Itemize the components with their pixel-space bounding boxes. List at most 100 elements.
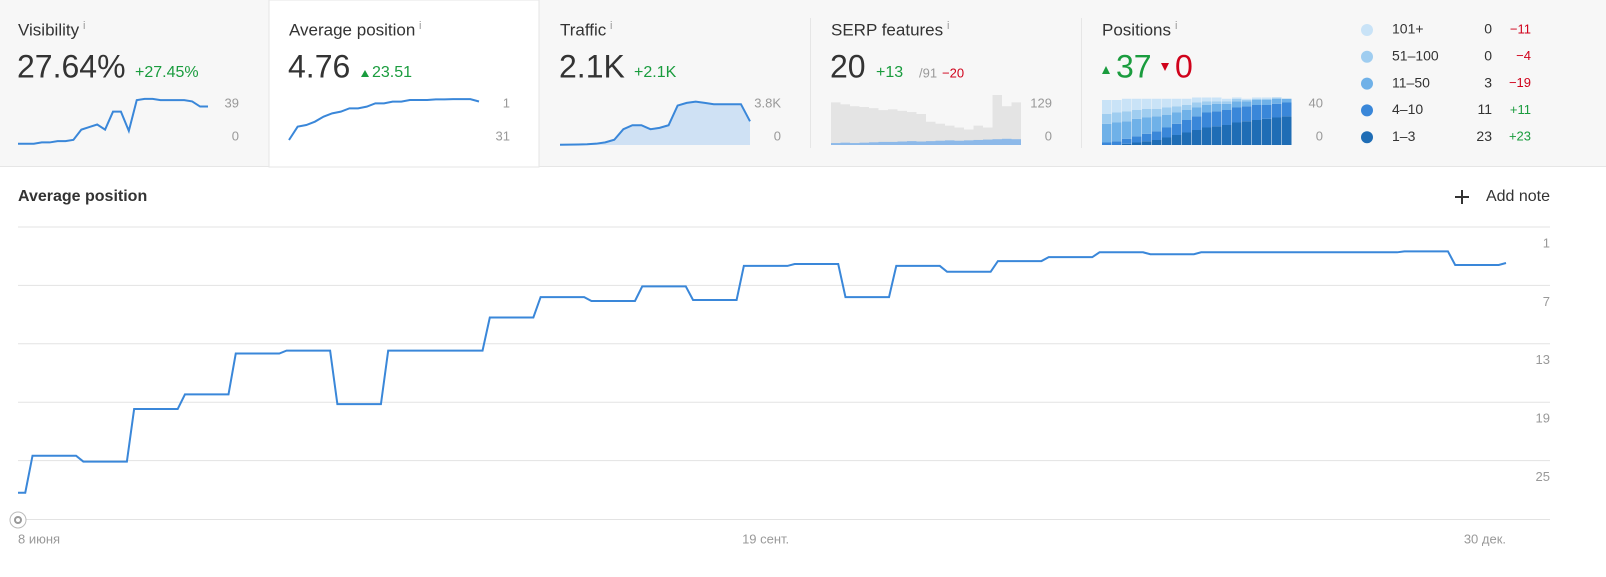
legend-change: +23: [1509, 129, 1531, 144]
sparkline: [288, 98, 480, 141]
bar-segment: [1232, 98, 1242, 102]
bar: [897, 141, 907, 145]
bar: [840, 142, 850, 145]
bar-segment: [1172, 123, 1182, 135]
bar-segment: [1252, 120, 1262, 145]
legend-change: +11: [1510, 102, 1531, 117]
bar: [992, 95, 1002, 145]
y-tick-label: 0: [1045, 128, 1052, 143]
legend-dot: [1361, 77, 1373, 90]
bar: [869, 108, 879, 145]
bar-segment: [1142, 133, 1152, 142]
sparkline: [559, 100, 751, 146]
bar-segment: [1112, 141, 1122, 145]
x-tick-label: 19 сент.: [742, 531, 789, 546]
card-value: 4.76: [288, 48, 350, 84]
bar-segment: [1242, 106, 1252, 122]
plus-icon[interactable]: [1455, 190, 1469, 204]
bar: [1011, 102, 1021, 145]
bar: [926, 121, 936, 145]
bar: [888, 109, 898, 145]
bar-segment: [1122, 143, 1132, 145]
bar-segment: [1192, 107, 1202, 117]
selected-card[interactable]: [268, 0, 540, 168]
legend-dot: [1361, 24, 1373, 36]
bar-segment: [1182, 110, 1192, 120]
legend-dot: [1361, 50, 1373, 63]
bar-segment: [1252, 100, 1262, 105]
bar-segment: [1212, 97, 1222, 102]
bar: [831, 102, 841, 145]
card-change: +27.45%: [135, 64, 199, 81]
gear-hub: [14, 516, 22, 524]
card-value: 27.64%: [17, 48, 126, 84]
card-title: Average position: [289, 20, 415, 39]
bar-segment: [1162, 98, 1172, 108]
card-change: +2.1K: [634, 64, 677, 81]
legend-count: 11: [1477, 101, 1492, 117]
card-change: +13: [876, 64, 903, 81]
bar-segment: [1132, 136, 1142, 143]
bar: [878, 110, 888, 145]
info[interactable]: i: [83, 20, 85, 32]
info[interactable]: i: [610, 20, 612, 32]
bar-segment: [1232, 107, 1242, 123]
bar-segment: [1172, 106, 1182, 113]
info[interactable]: i: [419, 20, 421, 32]
gear[interactable]: [9, 511, 27, 529]
bar-segment: [1102, 113, 1112, 124]
x-tick-label: 8 июня: [18, 531, 60, 546]
info[interactable]: i: [947, 20, 949, 32]
bar: [916, 113, 926, 145]
bar-segment: [1212, 111, 1222, 127]
bar: [897, 110, 907, 145]
bar-segment: [1262, 97, 1272, 99]
bar-segment: [1122, 98, 1132, 112]
bar-segment: [1272, 97, 1282, 99]
bar-segment: [1282, 98, 1292, 103]
bar-segment: [1132, 110, 1142, 119]
y-tick-label: 40: [1309, 95, 1323, 110]
bar-segment: [1212, 103, 1222, 112]
legend-dot: [1361, 131, 1373, 144]
settings-icon[interactable]: [9, 511, 27, 529]
bar-segment: [1122, 111, 1132, 122]
bar-segment: [1222, 110, 1232, 125]
bar-segment: [1222, 125, 1232, 145]
bar-segment: [1242, 101, 1252, 107]
bar-segment: [1172, 135, 1182, 145]
bar-segment: [1202, 97, 1212, 102]
card-value: 2.1K: [559, 48, 625, 84]
card-title: SERP features: [831, 20, 943, 39]
bar-segment: [1232, 101, 1242, 108]
bar: [973, 139, 983, 145]
y-tick-label: 0: [1316, 128, 1323, 143]
up-arrow: [1102, 66, 1110, 74]
x-tick-label: 30 дек.: [1464, 531, 1506, 546]
legend-dot: [1361, 104, 1373, 117]
bar-segment: [1172, 98, 1182, 107]
card-total-change: −20: [942, 65, 964, 80]
bar: [859, 107, 869, 145]
bar-segment: [1192, 130, 1202, 145]
bar: [954, 127, 964, 145]
bar-segment: [1202, 112, 1212, 128]
bar: [964, 129, 974, 145]
bar-segment: [1142, 98, 1152, 109]
card-total: /91: [919, 65, 937, 80]
info[interactable]: i: [1175, 20, 1177, 32]
bar-segment: [1252, 97, 1262, 99]
bar-segment: [1132, 118, 1142, 137]
bar-segment: [1112, 122, 1122, 142]
bar: [916, 141, 926, 145]
bar: [945, 125, 955, 145]
bar-segment: [1202, 105, 1212, 113]
legend-name: 1–3: [1392, 128, 1416, 144]
add-note[interactable]: Add note: [1486, 188, 1550, 205]
bar-segment: [1242, 98, 1252, 100]
bar-segment: [1132, 142, 1142, 145]
bar-segment: [1102, 142, 1112, 145]
y-tick-label: 0: [232, 128, 239, 143]
bar-segment: [1262, 105, 1272, 119]
card-value: 37: [1116, 48, 1152, 84]
